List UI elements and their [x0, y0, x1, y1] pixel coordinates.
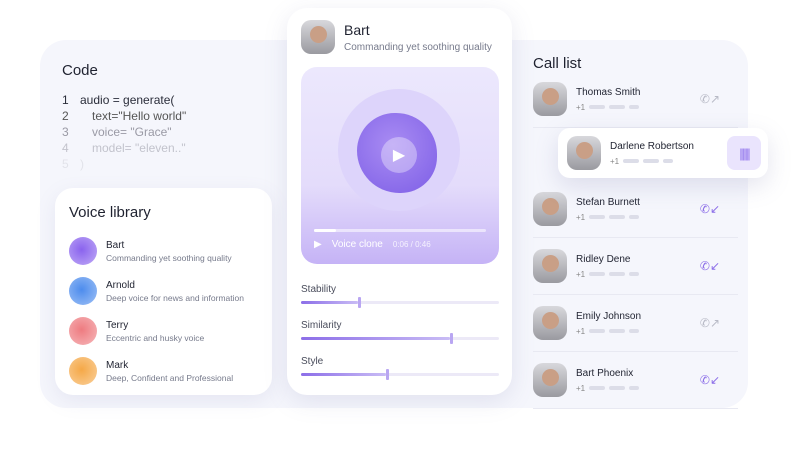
voice-orb-icon — [69, 357, 97, 385]
voice-item-description: Eccentric and husky voice — [106, 332, 205, 343]
voice-item-description: Commanding yet soothing quality — [106, 252, 232, 263]
voice-name: Bart — [344, 22, 370, 38]
voice-item-name: Mark — [106, 359, 129, 371]
code-line: 5) — [62, 157, 84, 171]
active-call-card[interactable]: Darlene Robertson +1 ||||||| — [558, 128, 768, 178]
call-list-title: Call list — [533, 55, 582, 72]
voice-item[interactable]: Arnold Deep voice for news and informatio… — [69, 271, 258, 311]
caller-name: Bart Phoenix — [576, 367, 634, 379]
voice-item-description: Deep voice for news and information — [106, 292, 244, 303]
voice-detail-card: Bart Commanding yet soothing quality ▶ ▶… — [287, 8, 512, 395]
phone-prefix: +1 — [576, 102, 586, 112]
voice-description: Commanding yet soothing quality — [344, 42, 492, 53]
voice-item-name: Arnold — [106, 279, 135, 291]
phone-prefix: +1 — [576, 269, 586, 279]
code-line: 2 text="Hello world" — [62, 109, 187, 123]
phone-prefix: +1 — [576, 383, 586, 393]
avatar — [533, 82, 567, 116]
slider-fill — [301, 337, 450, 340]
slider-thumb[interactable] — [358, 297, 362, 308]
player-label: Voice clone — [331, 239, 383, 250]
incoming-call-icon[interactable]: ✆↙ — [699, 202, 720, 216]
slider-style[interactable]: Style — [301, 356, 499, 380]
outgoing-call-icon[interactable]: ✆↗ — [699, 92, 720, 106]
avatar — [533, 192, 567, 226]
slider-fill — [301, 373, 387, 376]
caller-name: Stefan Burnett — [576, 196, 640, 208]
caller-name: Emily Johnson — [576, 310, 642, 322]
player-time: 0:06 / 0:46 — [392, 240, 431, 249]
slider-label: Stability — [301, 284, 337, 295]
voice-item-description: Deep, Confident and Professional — [106, 372, 234, 383]
avatar — [533, 306, 567, 340]
voice-item-name: Bart — [106, 239, 125, 251]
code-text: ) — [80, 157, 84, 171]
outgoing-call-icon[interactable]: ✆↗ — [699, 316, 720, 330]
caller-name: Ridley Dene — [576, 253, 631, 265]
voice-orb — [357, 113, 437, 193]
avatar — [567, 136, 601, 170]
code-text: voice= "Grace" — [92, 125, 172, 139]
progress-fill — [314, 229, 337, 232]
voice-library-title: Voice library — [69, 204, 151, 221]
slider-label: Style — [301, 356, 324, 367]
slider-fill — [301, 301, 359, 304]
slider-thumb[interactable] — [386, 369, 390, 380]
code-text: text="Hello world" — [92, 109, 187, 123]
waveform-button[interactable]: ||||||| — [727, 136, 761, 170]
avatar — [301, 20, 335, 54]
play-icon: ▶ — [392, 147, 406, 164]
call-row[interactable]: Ridley Dene +1 ✆↙ — [533, 238, 738, 295]
waveform-icon: ||||||| — [739, 145, 751, 161]
play-button[interactable]: ▶ — [381, 137, 417, 173]
progress-bar[interactable] — [314, 229, 486, 232]
caller-name: Thomas Smith — [576, 86, 641, 98]
slider-track[interactable] — [301, 333, 499, 344]
slider-label: Similarity — [301, 320, 342, 331]
call-row[interactable]: Bart Phoenix +1 ✆↙ — [533, 352, 738, 409]
voice-item-name: Terry — [106, 319, 129, 331]
incoming-call-icon[interactable]: ✆↙ — [699, 373, 720, 387]
voice-item[interactable]: Terry Eccentric and husky voice — [69, 311, 258, 351]
code-panel: Code 1 audio = generate( 2 text="Hello worl… — [62, 62, 186, 173]
code-title: Code — [62, 62, 98, 79]
voice-library-card: Voice library Bart Commanding yet soothin… — [55, 188, 272, 395]
slider-similarity[interactable]: Similarity — [301, 320, 499, 344]
code-text: audio = generate( — [80, 93, 175, 107]
avatar — [533, 363, 567, 397]
incoming-call-icon[interactable]: ✆↙ — [699, 259, 720, 273]
call-row[interactable]: Thomas Smith +1 ✆↗ — [533, 71, 738, 128]
slider-track[interactable] — [301, 297, 499, 308]
caller-name: Darlene Robertson — [610, 140, 694, 152]
slider-stability[interactable]: Stability — [301, 284, 499, 308]
phone-prefix: +1 — [576, 212, 586, 222]
audio-player: ▶ ▶ Voice clone 0:06 / 0:46 — [301, 67, 499, 264]
code-line: 1 audio = generate( — [62, 93, 175, 107]
voice-item[interactable]: Mark Deep, Confident and Professional — [69, 351, 258, 391]
phone-prefix: +1 — [576, 326, 586, 336]
slider-thumb[interactable] — [449, 333, 453, 344]
call-row[interactable]: Emily Johnson +1 ✆↗ — [533, 295, 738, 352]
small-play-icon[interactable]: ▶ — [314, 239, 322, 250]
call-row[interactable]: Stefan Burnett +1 ✆↙ — [533, 181, 738, 238]
avatar — [533, 249, 567, 283]
code-text: model= "eleven.." — [92, 141, 186, 155]
code-line: 4 model= "eleven.." — [62, 141, 186, 155]
voice-orb-icon — [69, 277, 97, 305]
voice-orb-icon — [69, 237, 97, 265]
phone-prefix: +1 — [610, 156, 620, 166]
slider-track[interactable] — [301, 369, 499, 380]
code-line: 3 voice= "Grace" — [62, 125, 172, 139]
voice-orb-icon — [69, 317, 97, 345]
voice-item[interactable]: Bart Commanding yet soothing quality — [69, 231, 258, 271]
